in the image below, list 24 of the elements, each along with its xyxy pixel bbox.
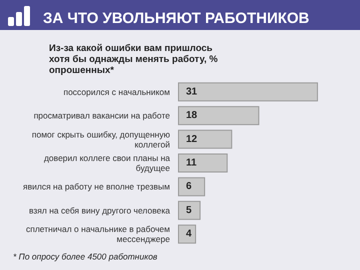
data-label: 6 [186, 181, 192, 192]
data-label: 31 [186, 86, 198, 98]
y-tick-label: сплетничал о начальнике в рабочем мессенджере [26, 224, 170, 244]
bar [178, 154, 228, 172]
data-label: 11 [186, 158, 198, 168]
y-tick-label: взял на себя вину другого человека [28, 205, 170, 216]
bar [178, 177, 206, 196]
data-label: 5 [186, 204, 192, 216]
bar [178, 82, 318, 102]
y-tick-label: доверил коллеге свои планы на будущее [44, 153, 170, 173]
chart-subtitle: Из-за какой ошибки вам пришлось хотя бы однажды менять работу, % опрошенных* [49, 43, 220, 76]
chart-title: ЗА ЧТО УВОЛЬНЯЮТ РАБОТНИКОВ [43, 10, 310, 27]
bar [178, 224, 196, 244]
data-label: 12 [186, 134, 198, 145]
y-tick-label: просматривал вакансии на работе [34, 110, 170, 121]
text: * По опросу более 4500 работников [13, 252, 158, 262]
bar [178, 200, 201, 220]
data-label: 4 [186, 228, 192, 240]
y-tick-label: явился на работу не вполне трезвым [23, 182, 170, 192]
bar [178, 130, 232, 149]
data-label: 18 [186, 110, 198, 122]
y-tick-label: помог скрыть ошибку, допущенную коллегой [32, 129, 171, 150]
y-tick-label: поссорился с начальником [63, 86, 170, 97]
bar [178, 106, 260, 126]
